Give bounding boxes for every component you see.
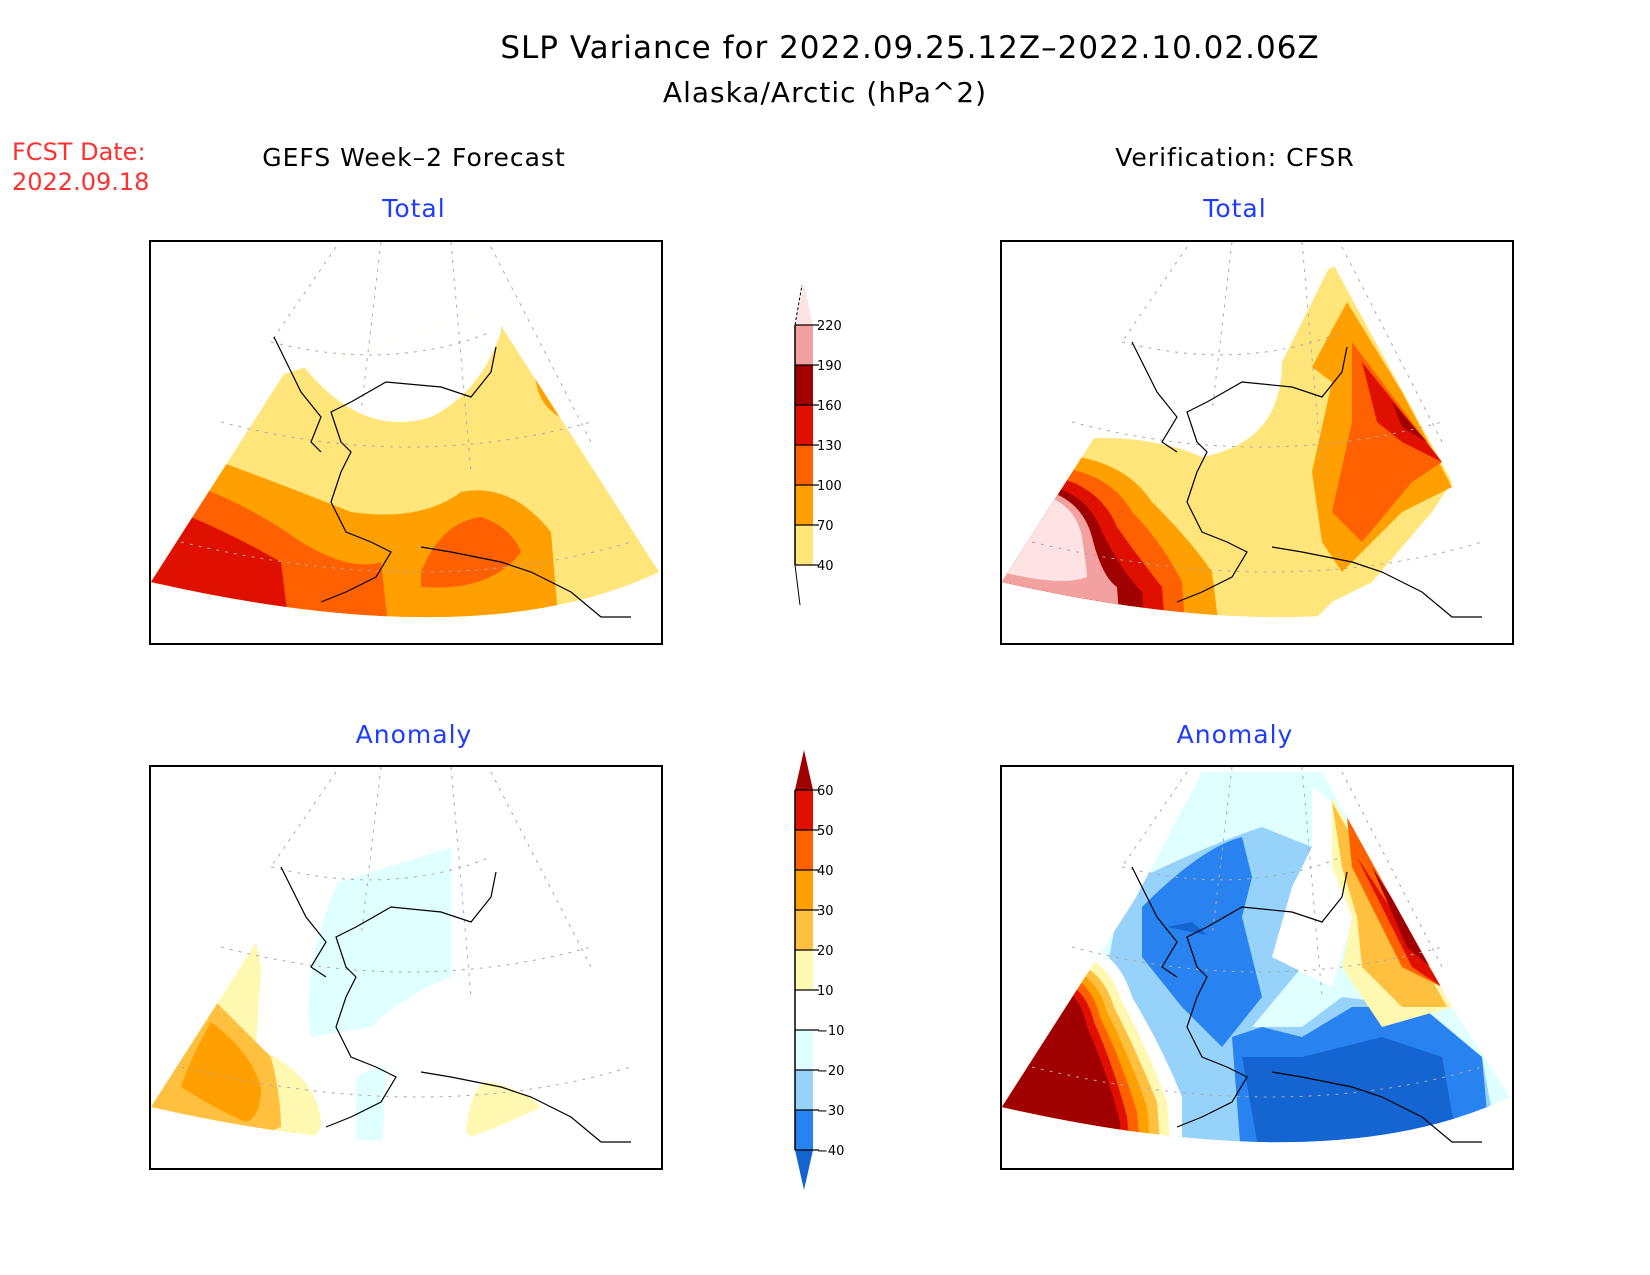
colorbar-box <box>795 1030 813 1070</box>
coastline <box>1131 866 1482 1143</box>
colorbar-box <box>795 870 813 910</box>
colorbar-box <box>795 790 813 830</box>
forecast-date-label: FCST Date: <box>12 138 146 166</box>
total-colorbar: 220 190 160 130 100 70 40 <box>794 284 842 606</box>
anomaly-colorbar: 60 50 40 30 20 10 −10 −20 −30 −40 <box>794 750 844 1190</box>
colorbar-tick-label: 60 <box>817 784 834 799</box>
figure-subtitle: Alaska/Arctic (hPa^2) <box>662 76 988 109</box>
colorbar-box <box>795 910 813 950</box>
cfsr-total-map <box>1000 240 1514 645</box>
colorbar-tick-label: 50 <box>817 824 834 839</box>
gefs-total-map <box>149 240 663 645</box>
bottom-left-panel-title: Anomaly <box>355 720 473 749</box>
colorbar-extend-bottom <box>795 1150 813 1190</box>
colorbar-tick-label: −10 <box>817 1024 844 1039</box>
colorbar-box <box>795 405 813 445</box>
colorbar-tick-label: 10 <box>817 984 834 999</box>
colorbar-tick-label: 220 <box>817 319 842 334</box>
top-left-panel-title: Total <box>382 194 446 223</box>
left-column-header: GEFS Week–2 Forecast <box>262 143 566 172</box>
colorbar-box <box>795 950 813 990</box>
gefs-anomaly-map <box>149 765 663 1170</box>
forecast-date-value: 2022.09.18 <box>12 168 150 196</box>
cfsr-anomaly-map <box>1000 765 1514 1170</box>
colorbar-tick-label: 20 <box>817 944 834 959</box>
coastline <box>1131 341 1482 618</box>
contour-100-130-gulf <box>421 517 521 588</box>
colorbar-box <box>795 990 813 1030</box>
colorbar-tick-label: 130 <box>817 439 842 454</box>
colorbar-tick-label: 100 <box>817 479 842 494</box>
colorbar-tick-label: 40 <box>817 559 834 574</box>
colorbar-box <box>795 485 813 525</box>
coastline <box>273 336 631 618</box>
colorbar-tick-label: −40 <box>817 1144 844 1159</box>
colorbar-box <box>795 365 813 405</box>
bottom-right-panel-title: Anomaly <box>1176 720 1294 749</box>
coastline <box>280 866 631 1143</box>
colorbar-box <box>795 525 813 565</box>
colorbar-extend-top <box>795 285 813 325</box>
top-right-panel-title: Total <box>1203 194 1267 223</box>
colorbar-tick-label: 30 <box>817 904 834 919</box>
figure-title: SLP Variance for 2022.09.25.12Z–2022.10.… <box>500 30 1320 66</box>
colorbar-box <box>795 325 813 365</box>
colorbar-box <box>795 445 813 485</box>
colorbar-tick-label: −20 <box>817 1064 844 1079</box>
colorbar-extend-top <box>795 750 813 790</box>
colorbar-tick-label: 70 <box>817 519 834 534</box>
colorbar-tick-label: −30 <box>817 1104 844 1119</box>
colorbar-tick-label: 190 <box>817 359 842 374</box>
colorbar-tick-label: 40 <box>817 864 834 879</box>
colorbar-box <box>795 1070 813 1110</box>
colorbar-box <box>795 1110 813 1150</box>
colorbar-tick-label: 160 <box>817 399 842 414</box>
right-column-header: Verification: CFSR <box>1115 143 1355 172</box>
colorbar-box <box>795 830 813 870</box>
